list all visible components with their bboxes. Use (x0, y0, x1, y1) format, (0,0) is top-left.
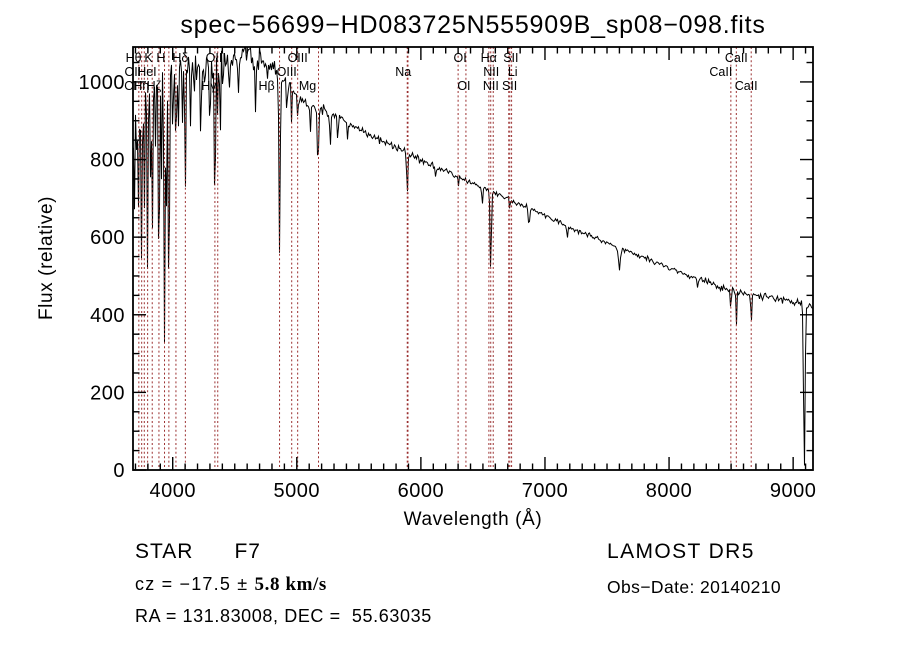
svg-text:OIII: OIII (288, 51, 308, 65)
svg-text:CaII: CaII (709, 65, 732, 79)
svg-text:OIII: OIII (277, 65, 297, 79)
radial-velocity-text: cz = −17.5 ± 5.8 km/s (135, 574, 327, 596)
svg-text:NII: NII (483, 65, 499, 79)
svg-text:OIII: OIII (206, 51, 226, 65)
obs-date-text: Obs−Date: 20140210 (607, 577, 782, 597)
svg-text:OII: OII (124, 65, 141, 79)
svg-text:0: 0 (113, 460, 125, 482)
svg-text:Hβ: Hβ (258, 79, 274, 93)
x-axis-title: Wavelength (Å) (404, 509, 543, 530)
cz-prefix: cz = −17.5 ± (135, 574, 255, 594)
svg-text:Hθ: Hθ (126, 51, 142, 65)
spectrum-trace (133, 46, 813, 466)
svg-text:Na: Na (395, 65, 411, 79)
svg-text:1000: 1000 (79, 72, 126, 94)
spectral-line-markers (138, 47, 752, 470)
y-axis-title: Flux (relative) (36, 196, 57, 320)
svg-text:5000: 5000 (274, 480, 321, 502)
svg-text:600: 600 (90, 227, 125, 249)
svg-text:6000: 6000 (398, 480, 445, 502)
svg-text:Hδ: Hδ (172, 51, 188, 65)
svg-text:Hα: Hα (481, 51, 497, 65)
svg-text:7000: 7000 (522, 480, 569, 502)
object-class-text: STAR F7 (135, 540, 261, 563)
svg-text:SII: SII (503, 51, 518, 65)
axis-ticks (133, 47, 813, 471)
plot-title: spec−56699−HD083725N555909B_sp08−098.fit… (180, 11, 765, 39)
svg-text:4000: 4000 (149, 480, 196, 502)
svg-text:OI: OI (124, 79, 137, 93)
svg-text:Hγ: Hγ (201, 79, 217, 93)
svg-text:9000: 9000 (770, 480, 817, 502)
svg-text:HeI: HeI (137, 65, 156, 79)
plot-frame (132, 46, 814, 471)
svg-text:CaII: CaII (735, 79, 758, 93)
ra-dec-text: RA = 131.83008, DEC = 55.63035 (135, 606, 432, 626)
y-tick-labels: 0 200 400 600 800 1000 (79, 72, 126, 482)
svg-text:H: H (156, 51, 165, 65)
svg-text:8000: 8000 (646, 480, 693, 502)
survey-release-text: LAMOST DR5 (607, 540, 755, 563)
svg-text:OI: OI (454, 51, 467, 65)
svg-text:SII: SII (502, 79, 517, 93)
cz-value: 5.8 km/s (254, 574, 327, 595)
svg-text:800: 800 (90, 150, 125, 172)
svg-text:NII: NII (483, 79, 499, 93)
svg-text:Hζ: Hζ (147, 79, 162, 93)
x-tick-labels: 4000 5000 6000 7000 8000 9000 (149, 480, 817, 502)
svg-text:400: 400 (90, 305, 125, 327)
svg-text:K: K (144, 51, 153, 65)
svg-text:OI: OI (457, 79, 470, 93)
svg-text:Mg: Mg (299, 79, 316, 93)
svg-text:Hη: Hη (133, 79, 149, 93)
svg-text:200: 200 (90, 382, 125, 404)
svg-text:Li: Li (508, 65, 518, 79)
svg-text:CaII: CaII (725, 51, 748, 65)
